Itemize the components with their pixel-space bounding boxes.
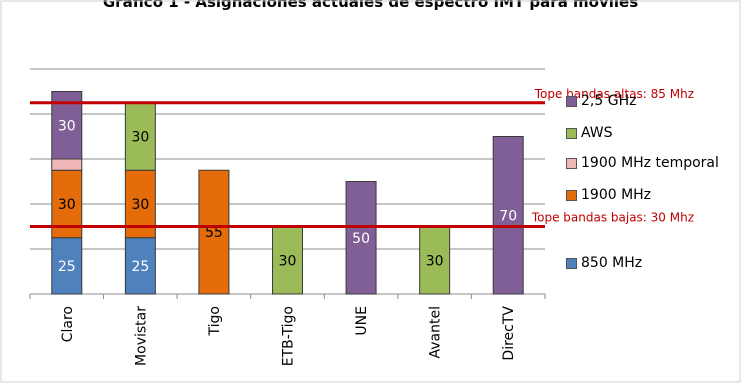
x-tick-label: UNE xyxy=(354,306,370,336)
x-tick-label: Tigo xyxy=(207,306,223,336)
data-label: 70 xyxy=(499,208,517,224)
gridlines xyxy=(30,68,545,250)
data-label: 55 xyxy=(205,225,223,241)
legend-label: 1900 MHz temporal xyxy=(581,155,719,171)
legend-label: AWS xyxy=(581,125,613,141)
x-tick-label: Movistar xyxy=(133,306,149,366)
legend-swatch xyxy=(566,157,577,169)
data-label: 30 xyxy=(58,118,76,134)
legend-item: 1900 MHz temporal xyxy=(566,154,719,172)
data-label: 25 xyxy=(58,259,76,275)
legend: 2,5 GHz AWS 1900 MHz temporal 1900 MHz 850 M… xyxy=(566,0,741,383)
legend-item: 2,5 GHz xyxy=(566,92,636,110)
data-label: 30 xyxy=(426,253,444,269)
data-label: 30 xyxy=(131,130,149,146)
bar-segment xyxy=(198,169,230,295)
axes xyxy=(29,293,546,299)
bars: 25 30 30 25 30 30 55 30 50 30 70 xyxy=(51,91,524,295)
bar-segment xyxy=(51,237,83,295)
legend-label: 2,5 GHz xyxy=(581,93,637,109)
bar-segment xyxy=(51,158,83,171)
data-label: 30 xyxy=(131,197,149,213)
x-tick-labels: Claro Movistar Tigo ETB-Tigo UNE Avantel Direc… xyxy=(60,306,517,367)
x-tick-label: Avantel xyxy=(428,306,444,359)
legend-item: AWS xyxy=(566,124,613,142)
legend-item: 1900 MHz xyxy=(566,186,651,204)
x-tick-label: DirecTV xyxy=(501,306,517,361)
bar-segment xyxy=(345,181,377,295)
chart-title: Gráfico 1 - Asignaciones actuales de esp… xyxy=(102,0,639,11)
data-label: 50 xyxy=(352,231,370,247)
legend-swatch xyxy=(566,127,577,139)
reference-line-label: Tope bandas bajas: 30 Mhz xyxy=(531,211,694,225)
legend-item: 850 MHz xyxy=(566,254,642,272)
legend-label: 1900 MHz xyxy=(581,187,652,203)
legend-swatch xyxy=(566,257,577,269)
bar-segment xyxy=(419,226,451,295)
legend-label: 850 MHz xyxy=(581,255,643,271)
data-label: 25 xyxy=(131,259,149,275)
bar-segment xyxy=(492,136,524,295)
legend-swatch xyxy=(566,189,577,201)
data-label: 30 xyxy=(279,253,297,269)
bar-segment xyxy=(124,237,156,295)
x-tick-label: Claro xyxy=(60,306,76,342)
data-label: 30 xyxy=(58,197,76,213)
legend-swatch xyxy=(566,95,577,107)
bar-segment xyxy=(124,102,156,171)
x-tick-label: ETB-Tigo xyxy=(281,306,297,366)
